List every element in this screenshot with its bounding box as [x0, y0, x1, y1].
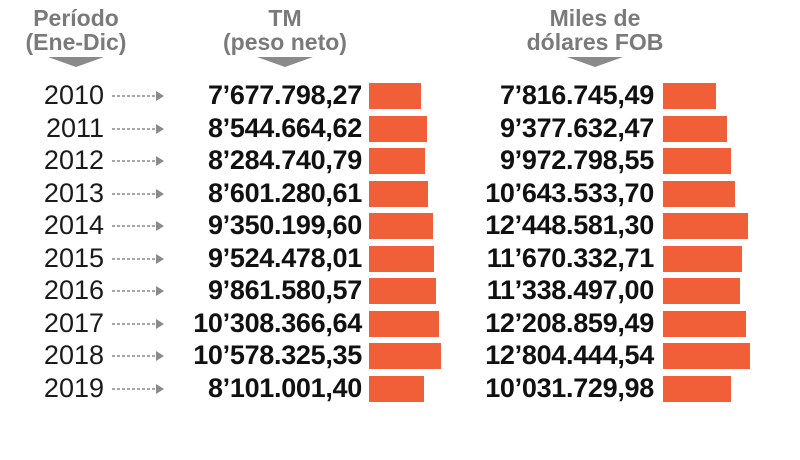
year-label: 2013: [43, 177, 104, 208]
period-header-line1: Período: [33, 5, 119, 31]
fob-bar: [663, 213, 748, 239]
tm-bar: [369, 213, 433, 239]
fob-header-line2: dólares FOB: [526, 29, 664, 55]
fob-bar: [663, 83, 717, 109]
dotted-arrow-icon: [112, 308, 164, 338]
dotted-arrow-icon: [112, 80, 164, 110]
tm-bar: [369, 180, 428, 207]
fob-header-line1: Miles de: [549, 5, 641, 31]
fob-bar: [663, 180, 736, 207]
tm-bar: [369, 375, 425, 402]
period-header-line2: (Ene-Dic): [25, 29, 127, 55]
tm-value-label: 9’524.478,01: [207, 242, 362, 273]
tm-bar: [369, 245, 434, 272]
fob-bar: [663, 278, 741, 304]
tm-bar: [369, 115, 428, 142]
tm-bar: [369, 343, 441, 369]
tm-value-label: 8’601.280,61: [207, 177, 362, 208]
tm-bar: [369, 83, 422, 109]
fob-header: Miles de dólares FOB: [500, 6, 690, 67]
fob-bar: [663, 343, 751, 369]
fob-bar: [663, 310, 747, 337]
year-label: 2017: [43, 307, 104, 338]
fob-bar: [663, 115, 727, 142]
fob-bar: [663, 245, 743, 272]
tm-value-label: 8’101.001,40: [207, 372, 362, 403]
fob-bar: [663, 375, 732, 402]
dotted-arrow-icon: [112, 373, 164, 403]
fob-value-label: 10’031.729,98: [485, 372, 654, 403]
tm-value-label: 9’350.199,60: [207, 210, 362, 240]
tm-value-label: 7’677.798,27: [207, 80, 362, 110]
fob-value-label: 12’208.859,49: [485, 307, 654, 338]
year-label: 2014: [43, 210, 104, 240]
fob-bar: [663, 148, 731, 174]
dotted-arrow-icon: [112, 275, 164, 305]
year-label: 2015: [43, 242, 104, 273]
fob-value-label: 11’338.497,00: [486, 275, 655, 305]
tm-value-label: 8’544.664,62: [207, 112, 362, 143]
dotted-arrow-icon: [112, 113, 164, 143]
dotted-arrow-icon: [112, 340, 164, 370]
fob-value-label: 7’816.745,49: [499, 80, 654, 110]
tm-bar: [369, 148, 426, 174]
year-label: 2011: [45, 112, 104, 143]
tm-value-label: 10’578.325,35: [193, 340, 362, 370]
year-label: 2010: [43, 80, 104, 110]
dotted-arrow-icon: [112, 178, 164, 208]
fob-value-label: 12’804.444,54: [485, 340, 654, 370]
dotted-arrow-icon: [112, 210, 164, 240]
fob-value-label: 9’377.632,47: [499, 112, 654, 143]
year-label: 2018: [43, 340, 104, 370]
dotted-arrow-icon: [112, 145, 164, 175]
year-label: 2012: [43, 145, 104, 175]
tm-header: TM (peso neto): [200, 6, 370, 67]
dotted-arrow-icon: [112, 243, 164, 273]
tm-value-label: 9’861.580,57: [207, 275, 362, 305]
tm-value-label: 10’308.366,64: [193, 307, 362, 338]
period-header: Período (Ene-Dic): [12, 6, 140, 67]
fob-value-label: 11’670.332,71: [486, 242, 655, 273]
fob-value-label: 9’972.798,55: [499, 145, 654, 175]
year-label: 2019: [43, 372, 104, 403]
tm-value-label: 8’284.740,79: [207, 145, 362, 175]
tm-header-line2: (peso neto): [223, 29, 347, 55]
tm-header-line1: TM: [268, 5, 302, 31]
down-arrow-icon: [257, 57, 313, 67]
fob-value-label: 12’448.581,30: [485, 210, 654, 240]
down-arrow-icon: [48, 57, 104, 67]
down-arrow-icon: [567, 57, 623, 67]
tm-bar: [369, 310, 440, 337]
fob-value-label: 10’643.533,70: [485, 177, 654, 208]
tm-bar: [369, 278, 437, 304]
year-label: 2016: [43, 275, 104, 305]
